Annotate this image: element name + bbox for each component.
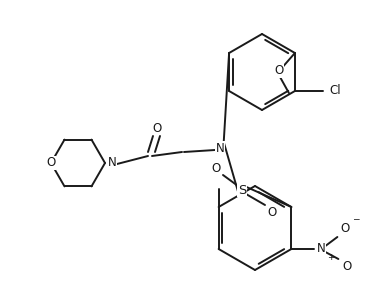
Text: O: O	[152, 122, 162, 134]
Text: O: O	[341, 223, 350, 236]
Text: O: O	[268, 206, 277, 219]
Text: S: S	[238, 184, 246, 196]
Text: +: +	[327, 253, 334, 261]
Text: O: O	[274, 64, 284, 78]
Text: O: O	[211, 161, 220, 174]
Text: N: N	[216, 141, 224, 154]
Text: O: O	[46, 157, 55, 170]
Text: −: −	[351, 215, 359, 223]
Text: N: N	[108, 157, 116, 170]
Text: N: N	[317, 243, 326, 255]
Text: O: O	[343, 261, 352, 274]
Text: Cl: Cl	[329, 85, 341, 98]
